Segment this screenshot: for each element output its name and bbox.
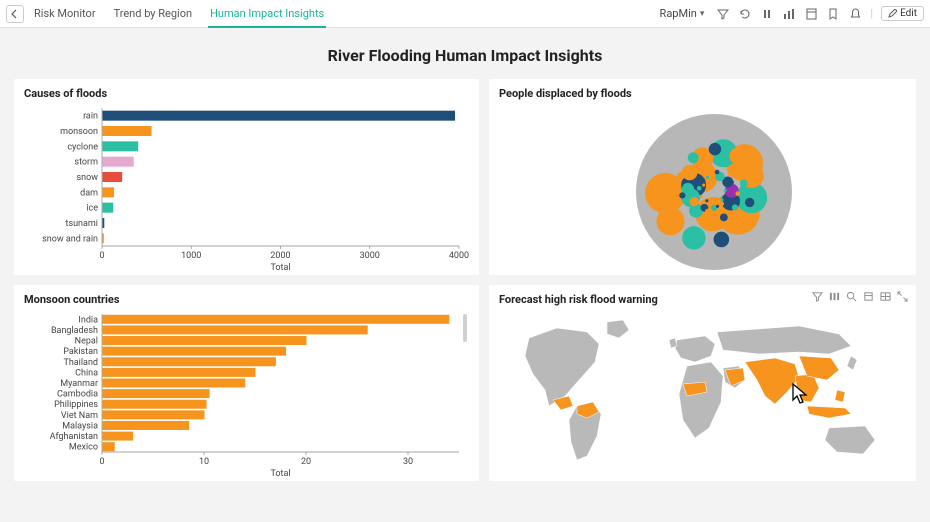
svg-text:Total: Total xyxy=(270,469,290,478)
bell-icon[interactable] xyxy=(848,7,862,21)
svg-text:monsoon: monsoon xyxy=(60,127,98,137)
panel-table-icon[interactable] xyxy=(880,291,891,302)
pause-icon[interactable] xyxy=(760,7,774,21)
svg-text:China: China xyxy=(75,368,98,378)
tab-human-impact-insights[interactable]: Human Impact Insights xyxy=(208,0,326,28)
causes-chart[interactable]: 0 1000 2000 3000 4000 Total rain monsoon cyclone… xyxy=(24,104,469,272)
svg-text:ice: ice xyxy=(86,204,98,214)
svg-text:Viet Nam: Viet Nam xyxy=(61,411,98,421)
svg-text:10: 10 xyxy=(199,457,209,467)
topbar: Risk Monitor Trend by Region Human Impac… xyxy=(0,0,930,28)
svg-text:Afghanistan: Afghanistan xyxy=(50,432,98,442)
panel-settings-icon[interactable] xyxy=(829,291,840,302)
svg-text:Bangladesh: Bangladesh xyxy=(51,326,98,336)
svg-text:snow and rain: snow and rain xyxy=(42,234,98,244)
svg-text:rain: rain xyxy=(83,112,98,122)
monsoon-chart[interactable]: 0 10 20 30 Total IndiaBangladeshNepalPakistan… xyxy=(24,310,469,478)
panel-causes: Causes of floods 0 1000 2000 3000 4000 Total r… xyxy=(14,79,479,275)
panel-monsoon: Monsoon countries 0 10 20 30 Total IndiaBangl… xyxy=(14,285,479,481)
forecast-map[interactable] xyxy=(499,310,899,470)
refresh-icon[interactable] xyxy=(738,7,752,21)
tab-trend-by-region[interactable]: Trend by Region xyxy=(112,0,195,28)
sheet-icon[interactable] xyxy=(804,7,818,21)
svg-text:storm: storm xyxy=(74,158,98,168)
panel-displaced-title: People displaced by floods xyxy=(499,87,906,100)
svg-text:Nepal: Nepal xyxy=(75,337,98,347)
app-selector-label: RapMin xyxy=(660,7,697,20)
tab-risk-monitor[interactable]: Risk Monitor xyxy=(32,0,98,28)
bookmark-icon[interactable] xyxy=(826,7,840,21)
svg-text:Cambodia: Cambodia xyxy=(57,390,98,400)
displaced-chart[interactable] xyxy=(499,104,899,272)
svg-text:3000: 3000 xyxy=(360,251,380,261)
panel-monsoon-title: Monsoon countries xyxy=(24,293,469,306)
svg-text:Myanmar: Myanmar xyxy=(60,379,98,389)
svg-text:30: 30 xyxy=(403,457,413,467)
svg-text:Thailand: Thailand xyxy=(63,358,98,368)
edit-button[interactable]: Edit xyxy=(881,6,924,21)
svg-text:2000: 2000 xyxy=(270,251,290,261)
panel-export-icon[interactable] xyxy=(863,291,874,302)
svg-text:Total: Total xyxy=(270,263,290,272)
chart-icon[interactable] xyxy=(782,7,796,21)
svg-text:4000: 4000 xyxy=(449,251,469,261)
svg-text:Pakistan: Pakistan xyxy=(63,347,98,357)
dashboard-grid: Causes of floods 0 1000 2000 3000 4000 Total r… xyxy=(14,79,916,481)
svg-text:0: 0 xyxy=(99,251,104,261)
svg-text:snow: snow xyxy=(76,173,98,183)
panel-forecast: Forecast high risk flood warning xyxy=(489,285,916,481)
svg-text:dam: dam xyxy=(80,188,98,198)
page-title: River Flooding Human Impact Insights xyxy=(14,38,916,79)
panel-displaced: People displaced by floods xyxy=(489,79,916,275)
svg-text:Mexico: Mexico xyxy=(69,443,98,453)
filter-icon[interactable] xyxy=(716,7,730,21)
panel-expand-icon[interactable] xyxy=(897,291,908,302)
panel-search-icon[interactable] xyxy=(846,291,857,302)
panel-causes-title: Causes of floods xyxy=(24,87,469,100)
svg-text:1000: 1000 xyxy=(181,251,201,261)
back-button[interactable] xyxy=(6,5,24,23)
svg-text:Malaysia: Malaysia xyxy=(62,421,98,431)
svg-text:Philippines: Philippines xyxy=(54,400,98,410)
svg-text:0: 0 xyxy=(99,457,104,467)
svg-text:tsunami: tsunami xyxy=(66,219,99,229)
panel-filter-icon[interactable] xyxy=(812,291,823,302)
svg-text:cyclone: cyclone xyxy=(67,142,98,152)
app-selector[interactable]: RapMin xyxy=(660,7,705,20)
panel-forecast-tools xyxy=(812,291,908,302)
toolbar: RapMin | Edit xyxy=(660,6,924,21)
page: River Flooding Human Impact Insights Cau… xyxy=(0,28,930,522)
edit-button-label: Edit xyxy=(900,8,917,19)
svg-text:20: 20 xyxy=(301,457,311,467)
svg-text:India: India xyxy=(78,315,98,325)
sheet-tabs: Risk Monitor Trend by Region Human Impac… xyxy=(32,0,326,28)
